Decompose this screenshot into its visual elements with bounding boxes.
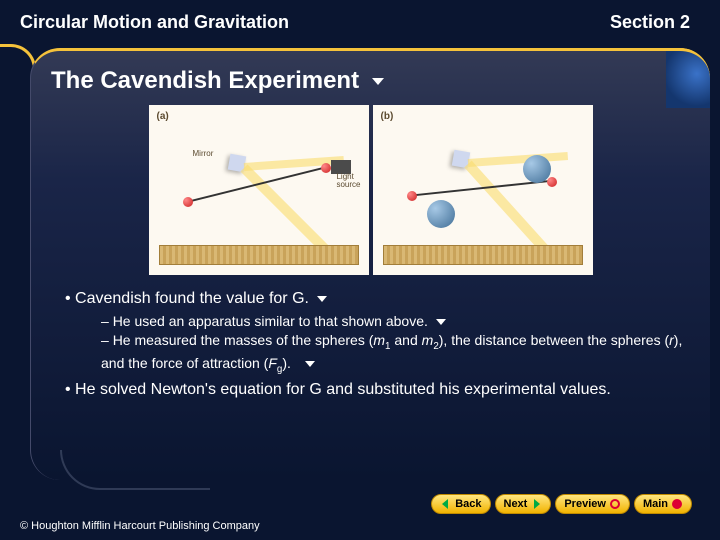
figure-area: (a) Mirror Light source (b) [51,105,690,275]
chapter-title: Circular Motion and Gravitation [20,12,289,33]
bullet-1-1: He used an apparatus similar to that sho… [101,312,690,330]
copyright-text: © Houghton Mifflin Harcourt Publishing C… [20,520,260,532]
panel-a-label: (a) [157,111,169,122]
figure-panel-a: (a) Mirror Light source [149,105,369,275]
preview-label: Preview [564,498,606,510]
bullet-1-2: He measured the masses of the spheres (m… [101,331,690,376]
bullet-1-1-text: He used an apparatus similar to that sho… [113,313,428,329]
light-source-label: Light source [336,173,360,189]
next-button[interactable]: Next [495,494,552,514]
light-beam-b [467,152,567,167]
expand-arrow-icon [317,296,327,302]
back-arrow-icon [440,498,452,510]
large-sphere-right [523,155,551,183]
bullet-1-text: Cavendish found the value for G. [75,290,309,307]
small-sphere-right [321,163,331,173]
body-text: Cavendish found the value for G. He used… [51,289,690,401]
mirror-label: Mirror [193,149,214,158]
back-button[interactable]: Back [431,494,490,514]
bullet-1: Cavendish found the value for G. [65,289,690,310]
next-label: Next [504,498,528,510]
slide-container: Circular Motion and Gravitation Section … [0,0,720,540]
expand-arrow-icon [305,361,315,367]
corner-accent [666,48,710,108]
small-sphere-right-b [547,177,557,187]
expand-arrow-icon [436,319,446,325]
scale-ruler-b [383,245,583,265]
small-sphere-left [183,197,193,207]
main-label: Main [643,498,668,510]
bullet-2: He solved Newton's equation for G and su… [65,380,690,401]
decorative-curve-bottom [60,450,210,490]
next-arrow-icon [530,498,542,510]
slide-title: The Cavendish Experiment [51,67,690,95]
scale-ruler [159,245,359,265]
slide-header: Circular Motion and Gravitation Section … [0,0,720,33]
small-sphere-left-b [407,191,417,201]
content-panel: The Cavendish Experiment (a) Mirror Ligh… [30,48,710,480]
nav-bar: Back Next Preview Main [431,494,692,514]
figure-panel-b: (b) [373,105,593,275]
expand-arrow-icon [372,78,384,85]
main-icon [671,498,683,510]
back-label: Back [455,498,481,510]
torsion-rod [190,166,326,202]
slide-title-text: The Cavendish Experiment [51,67,359,94]
large-sphere-left [427,200,455,228]
main-button[interactable]: Main [634,494,692,514]
preview-icon [609,498,621,510]
panel-b-label: (b) [381,111,394,122]
bullet-2-text: He solved Newton's equation for G and su… [75,381,611,398]
preview-button[interactable]: Preview [555,494,630,514]
section-title: Section 2 [610,12,690,33]
